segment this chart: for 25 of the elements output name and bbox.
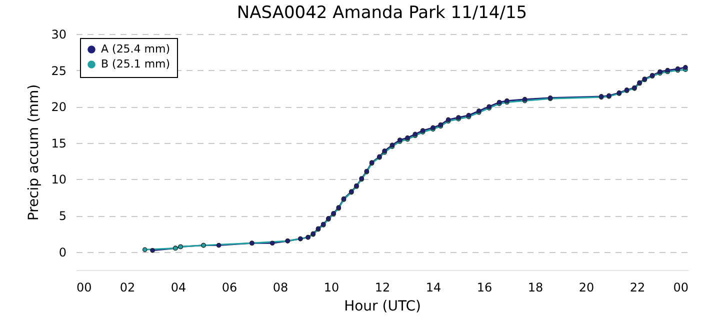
x-tick-label: 22: [630, 280, 646, 294]
y-tick-label: 10: [51, 172, 66, 187]
x-tick-label: 20: [578, 280, 594, 294]
y-tick-label: 15: [51, 136, 66, 150]
x-tick-label: 02: [120, 280, 136, 294]
x-tick-label: 12: [374, 280, 390, 294]
y-tick-label: 25: [51, 64, 66, 78]
x-tick-label: 00: [76, 280, 92, 294]
y-tick-label: 0: [58, 245, 66, 260]
y-tick-label: 30: [51, 28, 66, 42]
x-axis-title: Hour (UTC): [344, 298, 421, 314]
x-tick-label: 16: [476, 280, 492, 294]
legend-label: B (25.1 mm): [101, 58, 170, 70]
y-tick-label: 5: [58, 209, 66, 224]
legend-label: A (25.4 mm): [101, 42, 170, 56]
x-tick-label: 06: [222, 280, 238, 294]
x-tick-label: 18: [528, 280, 544, 294]
x-tick-label: 04: [170, 280, 186, 294]
y-axis-title: Precip accum (mm): [26, 84, 42, 221]
x-tick-label: 08: [272, 280, 288, 294]
x-tick-label: 00: [673, 280, 688, 294]
x-tick-label: 10: [324, 280, 340, 294]
x-tick-label: 14: [426, 280, 442, 294]
y-tick-label: 20: [51, 100, 66, 114]
chart-title: NASA0042 Amanda Park 11/14/15: [236, 3, 528, 23]
